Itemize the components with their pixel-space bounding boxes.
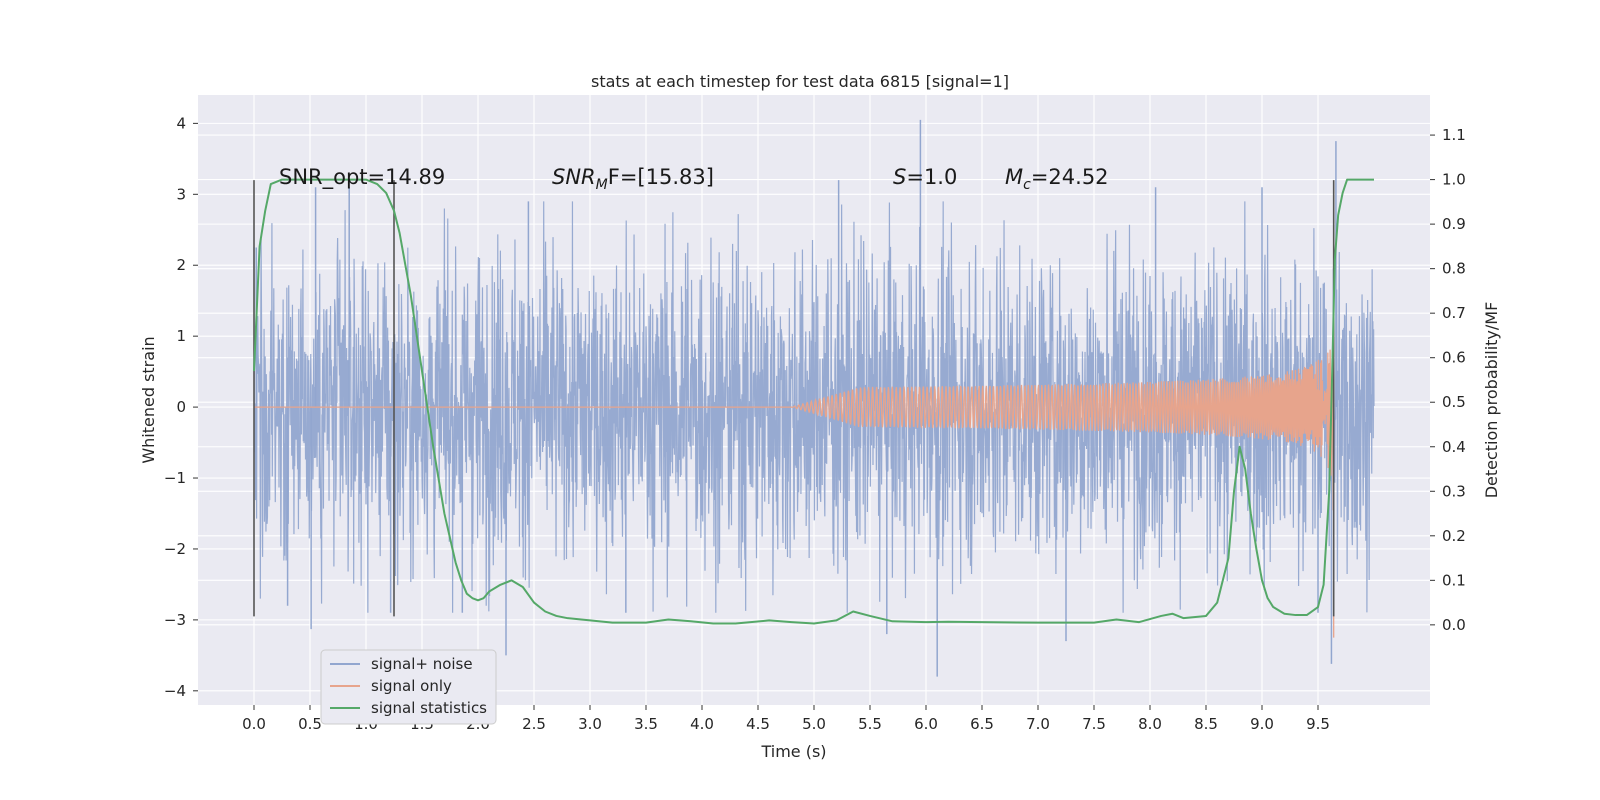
y-tick-label: 4 xyxy=(176,114,186,132)
x-tick-label: 0.0 xyxy=(242,715,266,733)
x-tick-label: 4.0 xyxy=(690,715,714,733)
x-tick-label: 5.0 xyxy=(802,715,826,733)
right-y-axis-ticks: 1.1 1.0 0.9 0.8 0.7 0.6 0.5 0.4 0.3 0.2 0.1 0.0 xyxy=(1430,126,1466,634)
x-tick-label: 9.0 xyxy=(1250,715,1274,733)
y-tick-label: 1 xyxy=(176,327,186,345)
signal-only-series xyxy=(254,349,1335,638)
signal-plus-noise-line xyxy=(253,201,1375,613)
legend-label-signal-noise: signal+ noise xyxy=(371,655,473,673)
s-main: S xyxy=(893,165,906,189)
mc-annotation: Mc=24.52 xyxy=(1005,165,1109,193)
x-tick-label: 5.5 xyxy=(858,715,882,733)
right-y-tick-label: 0.1 xyxy=(1442,571,1466,589)
x-tick-label: 7.5 xyxy=(1082,715,1106,733)
x-tick-label: 8.5 xyxy=(1194,715,1218,733)
right-y-tick-label: 0.7 xyxy=(1442,304,1466,322)
y-axis-label: Whitened strain xyxy=(139,336,158,463)
s-rest: =1.0 xyxy=(906,165,957,189)
snr-opt-annotation: SNR_opt=14.89 xyxy=(279,165,445,190)
marker-lines xyxy=(253,180,1335,617)
y-tick-label: 2 xyxy=(176,256,186,274)
x-axis-label: Time (s) xyxy=(760,742,826,761)
s-annotation: S=1.0 xyxy=(893,165,957,189)
x-tick-label: 6.5 xyxy=(970,715,994,733)
x-tick-label: 8.0 xyxy=(1138,715,1162,733)
signal-statistics-series xyxy=(253,178,1374,625)
y-tick-label: −4 xyxy=(164,682,186,700)
legend-box xyxy=(320,649,497,725)
mc-main: M xyxy=(1005,165,1023,189)
right-y-tick-label: 0.8 xyxy=(1442,260,1466,278)
right-y-tick-label: 0.2 xyxy=(1442,527,1466,545)
x-tick-label: 4.5 xyxy=(746,715,770,733)
y-axis-ticks: 4 3 2 1 0 −1 −2 −3 −4 xyxy=(164,114,198,700)
right-y-tick-label: 1.1 xyxy=(1442,126,1466,144)
y-tick-label: −2 xyxy=(164,540,186,558)
right-y-tick-label: 0.3 xyxy=(1442,482,1466,500)
y-tick-label: −3 xyxy=(164,611,186,629)
x-tick-label: 7.0 xyxy=(1026,715,1050,733)
signal-statistics-line xyxy=(253,178,1374,625)
signal-only-line xyxy=(254,349,1335,638)
y-tick-label: 3 xyxy=(176,185,186,203)
snr-mf-main: SNR xyxy=(552,165,596,189)
y-tick-label: −1 xyxy=(164,469,186,487)
y-tick-label: 0 xyxy=(176,398,186,416)
x-tick-label: 3.0 xyxy=(578,715,602,733)
right-y-tick-label: 0.9 xyxy=(1442,215,1466,233)
snr-mf-rest: F=[15.83] xyxy=(608,165,714,189)
legend-label-signal-only: signal only xyxy=(371,677,452,695)
right-y-axis-label: Detection probability/MF xyxy=(1482,302,1501,499)
x-tick-label: 2.5 xyxy=(522,715,546,733)
x-tick-label: 6.0 xyxy=(914,715,938,733)
mc-sub: c xyxy=(1023,177,1031,193)
x-tick-label: 0.5 xyxy=(298,715,322,733)
snr-mf-annotation: SNRMF=[15.83] xyxy=(552,165,714,193)
right-y-tick-label: 0.5 xyxy=(1442,393,1466,411)
legend: signal+ noise signal only signal statist… xyxy=(320,649,497,725)
right-y-tick-label: 0.6 xyxy=(1442,349,1466,367)
x-tick-label: 9.5 xyxy=(1306,715,1330,733)
right-y-tick-label: 1.0 xyxy=(1442,171,1466,189)
snr-mf-sub: M xyxy=(596,177,608,193)
mc-rest: =24.52 xyxy=(1031,165,1109,189)
x-tick-label: 3.5 xyxy=(634,715,658,733)
legend-label-signal-statistics: signal statistics xyxy=(371,699,487,717)
signal-plus-noise-series xyxy=(253,119,1375,677)
chart-title: stats at each timestep for test data 681… xyxy=(591,72,1009,91)
right-y-tick-label: 0.0 xyxy=(1442,616,1466,634)
right-y-tick-label: 0.4 xyxy=(1442,438,1466,456)
